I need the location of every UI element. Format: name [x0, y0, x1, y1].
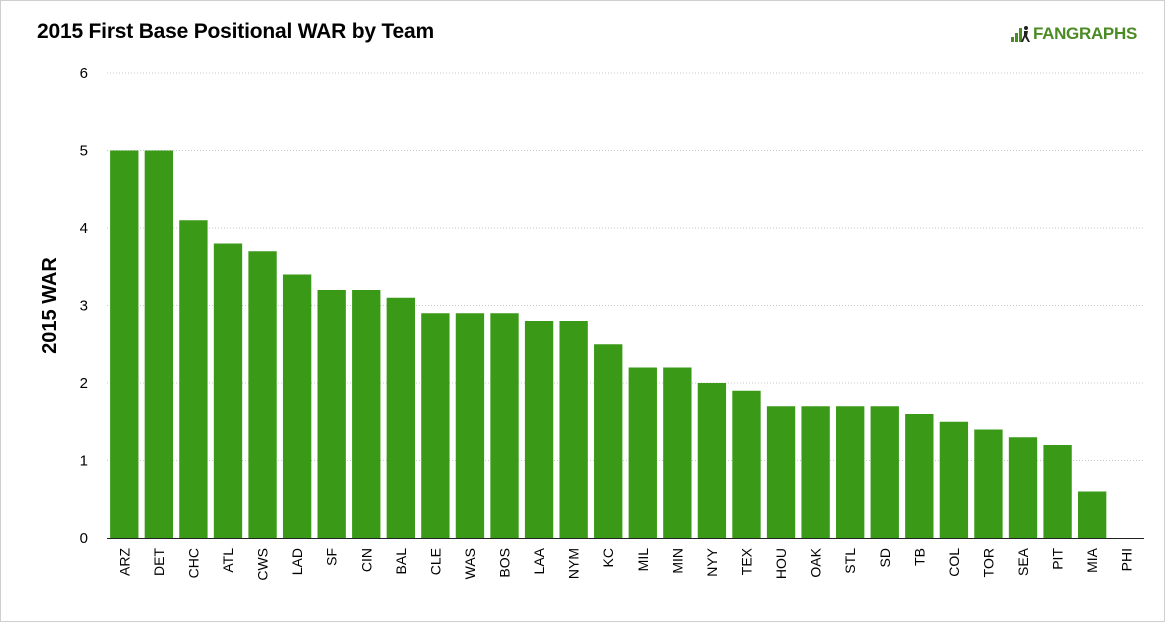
x-tick-label: SF — [324, 548, 340, 566]
x-tick-label: WAS — [462, 548, 478, 579]
x-tick-label: BOS — [497, 548, 513, 578]
bar-nym — [559, 321, 588, 538]
bar-arz — [110, 150, 139, 538]
x-tick-label: HOU — [773, 548, 789, 579]
x-tick-label: CLE — [427, 548, 443, 575]
x-tick-label: NYY — [704, 547, 720, 576]
brand-name: FANGRAPHS — [1032, 24, 1137, 43]
y-axis-ticks: 0 1 2 3 4 5 6 — [80, 65, 88, 547]
bar-nyy — [697, 383, 727, 538]
y-axis-title: 2015 WAR — [39, 257, 61, 354]
x-tick-label: DET — [151, 548, 167, 576]
x-tick-label: CIN — [358, 548, 374, 572]
y-tick-label: 3 — [80, 298, 88, 315]
bar-det — [144, 150, 174, 538]
x-tick-label: PIT — [1050, 548, 1066, 570]
bar-tor — [974, 429, 1003, 538]
bar-lad — [282, 274, 312, 538]
x-tick-label: MIN — [669, 548, 685, 574]
bar-tb — [905, 414, 934, 538]
x-tick-label: TB — [911, 548, 927, 566]
x-tick-label: MIL — [635, 548, 651, 572]
x-tick-label: SEA — [1015, 547, 1031, 576]
fangraphs-logo-icon — [1010, 26, 1030, 42]
bar-min — [663, 367, 692, 538]
x-tick-label: PHI — [1119, 548, 1135, 571]
x-axis-labels: ARZ DET CHC ATL CWS LAD SF CIN BAL CLE WAS BOS LAA NY… — [116, 547, 1134, 580]
bar-cin — [352, 290, 381, 538]
x-tick-label: MIA — [1084, 547, 1100, 573]
bars — [110, 150, 1107, 538]
y-tick-label: 6 — [80, 65, 88, 82]
bar-kc — [594, 344, 623, 538]
bar-pit — [1043, 445, 1072, 538]
gridlines — [107, 72, 1144, 461]
bar-bal — [386, 297, 415, 538]
bar-atl — [213, 243, 243, 538]
bar-mia — [1077, 491, 1107, 538]
x-tick-label: COL — [946, 548, 962, 577]
bar-was — [455, 313, 485, 538]
chart-title: 2015 First Base Positional WAR by Team — [37, 20, 434, 43]
bar-laa — [524, 321, 554, 538]
x-tick-label: TOR — [980, 548, 996, 577]
bar-bos — [490, 313, 519, 538]
x-tick-label: OAK — [808, 547, 824, 577]
y-tick-label: 2 — [80, 375, 88, 392]
brand-logo: FANGRAPHS — [1010, 23, 1137, 45]
y-tick-label: 4 — [80, 220, 88, 237]
bar-tex — [732, 390, 761, 538]
y-tick-label: 0 — [80, 530, 88, 547]
y-tick-label: 5 — [80, 143, 88, 160]
bar-sea — [1008, 437, 1038, 538]
bar-cle — [421, 313, 450, 538]
bar-cws — [248, 251, 277, 538]
x-tick-label: LAD — [289, 548, 305, 575]
bar-stl — [836, 406, 865, 538]
bar-oak — [801, 406, 830, 538]
y-tick-label: 1 — [80, 453, 88, 470]
bar-hou — [766, 406, 796, 538]
x-tick-label: SD — [877, 548, 893, 567]
bar-chc — [179, 220, 208, 538]
x-tick-label: ATL — [220, 548, 236, 573]
bar-sf — [317, 290, 346, 538]
x-tick-label: NYM — [566, 548, 582, 579]
x-tick-label: BAL — [393, 548, 409, 575]
bar-mil — [628, 367, 657, 538]
x-tick-label: TEX — [738, 547, 754, 575]
x-tick-label: KC — [600, 548, 616, 567]
x-tick-label: CHC — [185, 548, 201, 578]
x-tick-label: STL — [842, 548, 858, 574]
x-tick-label: ARZ — [116, 548, 132, 576]
x-tick-label: LAA — [531, 547, 547, 574]
x-tick-label: CWS — [255, 548, 271, 581]
bar-col — [939, 421, 969, 538]
bar-sd — [870, 406, 899, 538]
